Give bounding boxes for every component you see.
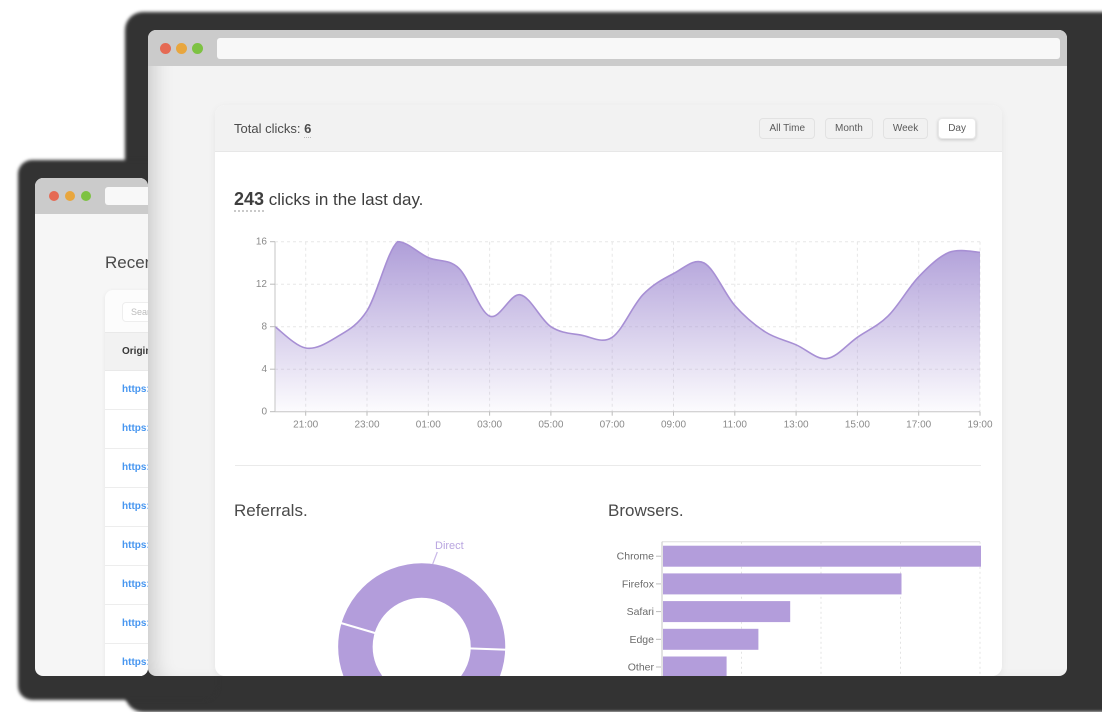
svg-text:16: 16	[256, 237, 268, 248]
stats-card-header: Total clicks: 6 All Time Month Week Day	[215, 105, 1002, 152]
svg-text:15:00: 15:00	[845, 420, 870, 431]
time-filter-group: All Time Month Week Day	[759, 117, 976, 139]
links-table-card: Origin https://https://https://https://h…	[105, 290, 148, 676]
shortened-link-row[interactable]: https://	[105, 449, 148, 488]
clicks-subtitle: 243 clicks in the last day.	[234, 189, 424, 212]
links-table-rows: https://https://https://https://https://…	[105, 371, 148, 676]
svg-text:13:00: 13:00	[784, 420, 809, 431]
svg-text:23:00: 23:00	[354, 420, 379, 431]
filter-button-month[interactable]: Month	[825, 117, 873, 139]
total-clicks-value: 6	[304, 120, 312, 138]
browsers-heading: Browsers.	[608, 501, 684, 520]
table-header-original-url: Origin	[105, 332, 148, 371]
shortened-link-row[interactable]: https://	[105, 410, 148, 449]
bar-label-other: Other	[628, 662, 655, 674]
shortened-link-row[interactable]: https://	[105, 371, 148, 410]
filter-button-all-time[interactable]: All Time	[759, 117, 816, 139]
svg-text:21:00: 21:00	[293, 420, 318, 431]
shortened-link-row[interactable]: https://	[105, 605, 148, 644]
bar-label-chrome: Chrome	[617, 551, 655, 563]
bar-label-safari: Safari	[627, 606, 654, 618]
background-browser-window: Recent Origin https://https://https://ht…	[35, 178, 148, 676]
total-clicks-label: Total clicks: 6	[234, 120, 312, 138]
window-maximize-button-icon	[81, 191, 91, 201]
shortened-link-row[interactable]: https://	[105, 527, 148, 566]
bar-label-firefox: Firefox	[622, 578, 655, 590]
svg-text:07:00: 07:00	[600, 420, 625, 431]
recent-links-heading: Recent	[105, 253, 148, 272]
stats-browser-window: Total clicks: 6 All Time Month Week Day 243…	[148, 30, 1067, 676]
filter-button-week[interactable]: Week	[882, 117, 929, 139]
clicks-subtitle-text: clicks in the last day.	[264, 190, 424, 209]
bar-label-edge: Edge	[629, 634, 654, 646]
total-clicks-text: Total clicks:	[234, 120, 305, 136]
referrals-donut-chart: Direct	[338, 540, 508, 676]
donut-label-direct: Direct	[435, 540, 464, 552]
svg-text:11:00: 11:00	[723, 420, 748, 431]
window-close-button-icon	[49, 191, 59, 201]
browsers-bar-chart: Chrome Firefox Safari Edge Other	[617, 541, 981, 676]
svg-text:12: 12	[256, 279, 268, 290]
svg-text:8: 8	[261, 322, 267, 333]
main-window-titlebar	[148, 30, 1067, 66]
svg-text:05:00: 05:00	[538, 420, 563, 431]
svg-text:19:00: 19:00	[967, 420, 992, 431]
referrals-heading: Referrals.	[234, 501, 308, 520]
window-close-button-icon	[160, 42, 171, 54]
clicks-area-chart: 0 4 8 12 16 21:00 23:00 01:00 03:00 05:00 07:00 09:…	[256, 237, 993, 431]
svg-text:17:00: 17:00	[906, 420, 931, 431]
back-window-address-bar	[105, 187, 148, 205]
marketing-screenshot-canvas: { "colors": { "accent_purple": "#b39ddb"…	[18, 12, 1102, 712]
shortened-link-row[interactable]: https://	[105, 566, 148, 605]
window-minimize-button-icon	[176, 42, 187, 54]
stats-card: Total clicks: 6 All Time Month Week Day 243…	[215, 105, 1002, 676]
window-minimize-button-icon	[65, 191, 75, 201]
shortened-link-row[interactable]: https://	[105, 644, 148, 676]
window-maximize-button-icon	[192, 42, 203, 54]
section-divider	[235, 465, 981, 466]
back-window-titlebar	[35, 178, 148, 214]
svg-text:0: 0	[261, 407, 267, 418]
main-window-address-bar	[217, 38, 1060, 59]
shortened-link-row[interactable]: https://	[105, 488, 148, 527]
svg-text:09:00: 09:00	[661, 420, 686, 431]
search-input[interactable]	[122, 302, 148, 322]
clicks-count: 243	[234, 189, 265, 212]
svg-text:03:00: 03:00	[477, 420, 502, 431]
svg-text:01:00: 01:00	[416, 420, 441, 431]
filter-button-day[interactable]: Day	[938, 117, 976, 139]
svg-text:4: 4	[261, 364, 267, 375]
